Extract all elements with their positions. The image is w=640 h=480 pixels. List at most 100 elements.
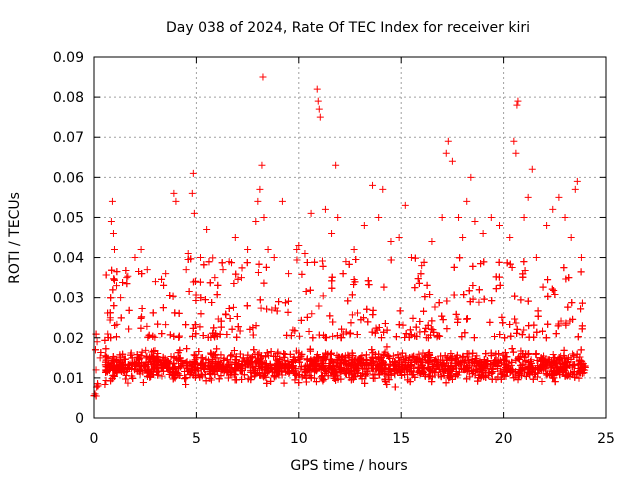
- data-point: [364, 318, 372, 326]
- data-point: [289, 362, 297, 370]
- data-point: [236, 350, 244, 358]
- data-point: [312, 360, 320, 368]
- data-point: [260, 373, 268, 381]
- data-point: [382, 361, 390, 369]
- data-point: [211, 333, 219, 341]
- data-point: [463, 363, 471, 371]
- data-point: [323, 351, 331, 359]
- data-point: [102, 345, 110, 353]
- data-point: [178, 359, 186, 367]
- data-point: [463, 315, 471, 323]
- data-point: [291, 376, 299, 384]
- data-point: [479, 371, 487, 379]
- data-point: [539, 327, 547, 335]
- data-point: [429, 326, 437, 334]
- data-point: [208, 299, 216, 307]
- data-point: [389, 358, 397, 366]
- data-point: [475, 298, 483, 306]
- data-point: [101, 381, 109, 389]
- data-point: [469, 282, 477, 290]
- data-point: [230, 279, 238, 287]
- data-point: [217, 351, 225, 359]
- data-point: [450, 291, 458, 299]
- data-point: [421, 372, 429, 380]
- data-point: [527, 358, 535, 366]
- data-point: [125, 325, 133, 333]
- data-point: [197, 294, 205, 302]
- data-point: [544, 320, 552, 328]
- data-point: [450, 263, 458, 271]
- data-point: [513, 325, 521, 333]
- data-point: [411, 254, 419, 262]
- data-point: [210, 332, 218, 340]
- data-point: [499, 319, 507, 327]
- data-point: [437, 361, 445, 369]
- data-point: [149, 309, 157, 317]
- data-point: [303, 313, 311, 321]
- data-point: [233, 376, 241, 384]
- data-point: [144, 333, 152, 341]
- data-point: [254, 269, 262, 277]
- data-point: [289, 326, 297, 334]
- data-point: [368, 353, 376, 361]
- data-point: [213, 345, 221, 353]
- data-point: [465, 350, 473, 358]
- data-point: [426, 291, 434, 299]
- data-point: [138, 313, 146, 321]
- data-point: [319, 361, 327, 369]
- data-point: [380, 328, 388, 336]
- data-point: [566, 317, 574, 325]
- data-point: [454, 371, 462, 379]
- data-point: [302, 378, 310, 386]
- data-point: [238, 264, 246, 272]
- data-point: [522, 373, 530, 381]
- data-point: [402, 330, 410, 338]
- data-point: [476, 365, 484, 373]
- data-point: [220, 356, 228, 364]
- data-point: [321, 369, 329, 377]
- data-point: [312, 378, 320, 386]
- data-point: [195, 348, 203, 356]
- data-point: [108, 266, 116, 274]
- data-point: [268, 306, 276, 314]
- data-point: [337, 364, 345, 372]
- data-point: [437, 352, 445, 360]
- data-point: [110, 276, 118, 284]
- data-point: [375, 324, 383, 332]
- data-point: [326, 312, 334, 320]
- data-point: [281, 365, 289, 373]
- data-point: [227, 352, 235, 360]
- data-point: [562, 364, 570, 372]
- data-point: [368, 328, 376, 336]
- data-point: [369, 306, 377, 314]
- data-point: [494, 373, 502, 381]
- data-point: [329, 332, 337, 340]
- data-point: [414, 363, 422, 371]
- data-point: [496, 331, 504, 339]
- data-point: [399, 321, 407, 329]
- data-point: [271, 353, 279, 361]
- data-point: [532, 350, 540, 358]
- data-point: [217, 323, 225, 331]
- data-point: [443, 325, 451, 333]
- data-point: [304, 371, 312, 379]
- data-point: [171, 373, 179, 381]
- data-point: [551, 363, 559, 371]
- data-point: [564, 303, 572, 311]
- data-point: [347, 329, 355, 337]
- data-point: [234, 323, 242, 331]
- data-point: [539, 283, 547, 291]
- data-point: [320, 354, 328, 362]
- data-point: [415, 279, 423, 287]
- data-point: [423, 281, 431, 289]
- data-point: [346, 330, 354, 338]
- data-point: [461, 329, 469, 337]
- data-point: [371, 329, 379, 337]
- data-point: [511, 315, 519, 323]
- data-point: [413, 332, 421, 340]
- data-point: [525, 364, 533, 372]
- data-point: [206, 374, 214, 382]
- data-point: [459, 352, 467, 360]
- data-point: [291, 327, 299, 335]
- data-point: [185, 288, 193, 296]
